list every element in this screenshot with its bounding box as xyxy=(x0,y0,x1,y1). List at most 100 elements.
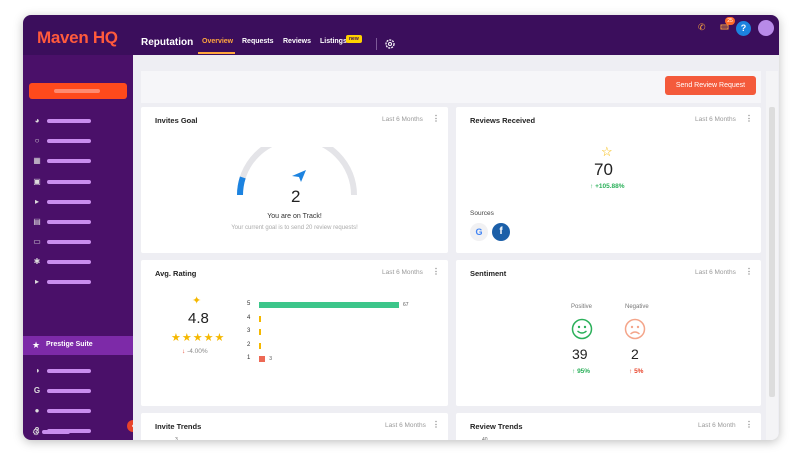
google-source-icon[interactable]: G xyxy=(470,223,488,241)
send-review-request-button[interactable]: Send Review Request xyxy=(665,76,756,95)
rating-count-label: 67 xyxy=(403,302,409,308)
sidebar-item-label-placeholder xyxy=(47,369,91,373)
active-tab-indicator xyxy=(198,52,235,54)
ideas-icon: ● xyxy=(34,406,40,415)
up-arrow-icon: ↑ xyxy=(572,368,578,375)
sidebar-item-connections[interactable]: ✱ xyxy=(32,257,122,267)
google-icon: G xyxy=(33,386,41,395)
tab-overview[interactable]: Overview xyxy=(202,38,234,45)
goal-gauge xyxy=(237,147,357,196)
settings-icon: ⚙ xyxy=(32,427,41,437)
negative-face-icon xyxy=(624,318,646,340)
document-icon: ▤ xyxy=(33,217,41,226)
negative-change: ↑ 5% xyxy=(629,368,643,375)
card-title: Avg. Rating xyxy=(155,269,197,278)
rating-bar xyxy=(259,315,261,322)
sidebar-item-label-placeholder xyxy=(47,409,91,413)
avg-rating-value: 4.8 xyxy=(188,310,209,327)
more-options-icon[interactable]: ⋮ xyxy=(432,267,440,276)
dashboard-icon: ◕ xyxy=(34,116,40,125)
sidebar-item-label-placeholder xyxy=(47,200,91,204)
sidebar-item-prestige-suite[interactable]: ★ Prestige Suite xyxy=(23,336,133,355)
sidebar-item-inbox[interactable]: ▭ xyxy=(32,237,122,247)
calendar-icon: ▦ xyxy=(33,156,41,165)
card-title: Reviews Received xyxy=(470,116,536,125)
nav-divider xyxy=(376,38,377,50)
sidebar-item-google[interactable]: G xyxy=(32,386,122,396)
contacts-icon: ▣ xyxy=(33,177,41,186)
inbox-icon: ▭ xyxy=(33,237,41,246)
facebook-source-icon[interactable]: f xyxy=(492,223,510,241)
sidebar-item-label-placeholder xyxy=(42,430,70,434)
reports-icon: ◑ xyxy=(34,366,40,375)
user-avatar[interactable] xyxy=(758,20,774,36)
section-title: Reputation xyxy=(141,37,194,48)
chat-icon: ○ xyxy=(34,136,40,145)
reviews-change: ↑ +105.88% xyxy=(590,183,625,190)
sidebar-item-chat[interactable]: ○ xyxy=(32,136,122,146)
more-options-icon[interactable]: ⋮ xyxy=(432,420,440,429)
up-arrow-icon: ↑ xyxy=(590,183,596,190)
card-title: Sentiment xyxy=(470,269,507,278)
positive-face-icon xyxy=(571,318,593,340)
y-axis-tick: 3 xyxy=(175,437,178,440)
help-icon: ? xyxy=(34,426,40,435)
tab-listings[interactable]: Listings xyxy=(320,38,347,45)
sidebar-item-label-placeholder xyxy=(47,280,91,284)
rating-stars: ★★★★★ xyxy=(171,332,226,344)
sentiment-card: Sentiment Last 6 Months ⋮ Positive Negat… xyxy=(456,260,761,406)
app-logo[interactable]: Maven HQ xyxy=(37,28,118,47)
sidebar-item-label-placeholder xyxy=(47,260,91,264)
notifications-icon[interactable] xyxy=(720,22,729,33)
sidebar-item-label-placeholder xyxy=(47,220,91,224)
rating-bar xyxy=(259,342,261,349)
sidebar-item-reports[interactable]: ◑ xyxy=(32,366,122,376)
sidebar-item-campaigns[interactable]: ▸ xyxy=(32,277,122,287)
main-content: Send Review Request Invites Goal Last 6 … xyxy=(133,55,779,440)
sidebar-item-calendar[interactable]: ▦ xyxy=(32,156,122,166)
sidebar-item-contacts[interactable]: ▣ xyxy=(32,177,122,187)
more-options-icon[interactable]: ⋮ xyxy=(745,420,753,429)
rating-bar xyxy=(259,356,266,362)
sidebar-item-documents[interactable]: ▤ xyxy=(32,217,122,227)
help-icon[interactable]: ? xyxy=(736,21,751,36)
period-label[interactable]: Last 6 Months xyxy=(382,269,423,276)
sidebar-item-ideas[interactable]: ● xyxy=(32,406,122,416)
sidebar-item-label: Prestige Suite xyxy=(46,341,93,348)
rating-bar xyxy=(259,302,399,308)
sidebar-item-label-placeholder xyxy=(47,180,91,184)
tab-reviews[interactable]: Reviews xyxy=(283,38,312,45)
positive-change: ↑ 95% xyxy=(572,368,590,375)
rating-star-label: 4 xyxy=(247,314,251,321)
more-options-icon[interactable]: ⋮ xyxy=(432,114,440,123)
change-value: 5% xyxy=(634,368,644,375)
period-label[interactable]: Last 6 Month xyxy=(698,422,736,429)
avg-rating-card: Avg. Rating Last 6 Months ⋮ ✦ 4.8 ★★★★★ … xyxy=(141,260,448,406)
sidebar-item-dashboard[interactable]: ◕ xyxy=(32,116,122,126)
sidebar-settings[interactable]: ⚙ xyxy=(32,427,92,437)
rating-bar xyxy=(259,329,261,335)
sidebar-item-label-placeholder xyxy=(47,139,91,143)
stars-badge-icon: ✦ xyxy=(192,295,202,307)
more-options-icon[interactable]: ⋮ xyxy=(745,114,753,123)
star-icon: ★ xyxy=(32,340,41,350)
rating-star-label: 1 xyxy=(247,355,251,361)
more-options-icon[interactable]: ⋮ xyxy=(745,267,753,276)
campaign-icon: ▸ xyxy=(34,277,39,286)
settings-gear-icon[interactable] xyxy=(384,38,396,50)
scrollbar-thumb[interactable] xyxy=(769,107,775,397)
phone-icon[interactable]: ✆ xyxy=(698,22,706,32)
ads-icon: ▸ xyxy=(34,197,39,206)
rating-star-label: 5 xyxy=(247,301,251,307)
sidebar-item-label-placeholder xyxy=(47,159,91,163)
tab-requests[interactable]: Requests xyxy=(242,38,274,45)
period-label[interactable]: Last 6 Months xyxy=(695,269,736,276)
card-title: Review Trends xyxy=(470,422,523,431)
sidebar: ◕ ○ ▦ ▣ ▸ ▤ ▭ ✱ ▸ ★ Prestige Suite ◑ G ●… xyxy=(23,55,133,440)
period-label[interactable]: Last 6 Months xyxy=(385,422,426,429)
period-label[interactable]: Last 6 Months xyxy=(695,116,736,123)
period-label[interactable]: Last 6 Months xyxy=(382,116,423,123)
sidebar-primary-button[interactable] xyxy=(29,83,127,99)
invites-goal-card: Invites Goal Last 6 Months ⋮ 2 You are o… xyxy=(141,107,448,253)
sidebar-item-ads[interactable]: ▸ xyxy=(32,197,122,207)
